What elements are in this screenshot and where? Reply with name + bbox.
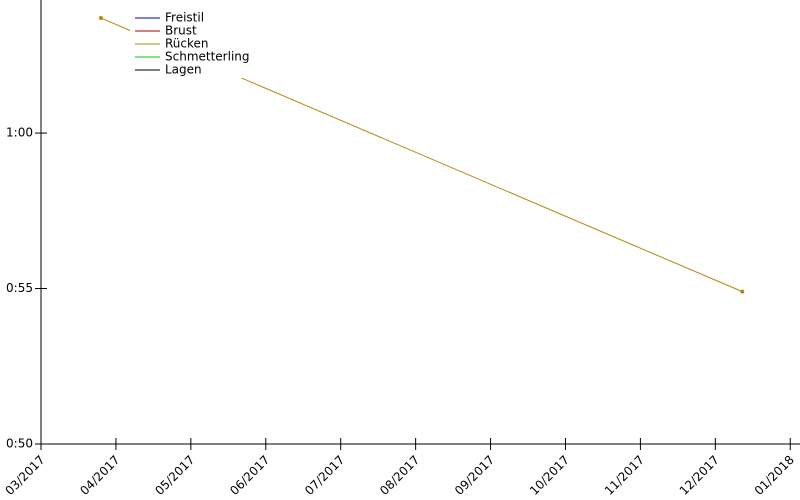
legend-label: Freistil — [165, 11, 204, 25]
legend-label: Lagen — [165, 63, 202, 77]
x-tick-label: 06/2017 — [227, 453, 272, 498]
x-tick-label: 05/2017 — [152, 453, 197, 498]
point — [740, 289, 745, 294]
x-tick-label: 07/2017 — [302, 453, 347, 498]
legend-label: Schmetterling — [165, 50, 250, 64]
point — [98, 16, 103, 21]
x-tick-label: 11/2017 — [602, 453, 647, 498]
x-tick-label: 08/2017 — [377, 453, 422, 498]
x-tick-label: 03/2017 — [2, 453, 47, 498]
x-tick-label: 01/2018 — [752, 453, 797, 498]
x-tick-label: 10/2017 — [527, 453, 572, 498]
y-tick-label: 0:50 — [6, 437, 33, 451]
y-tick-label: 1:00 — [6, 126, 33, 140]
legend-label: Rücken — [165, 37, 209, 51]
x-tick-label: 12/2017 — [677, 453, 722, 498]
legend-label: Brust — [165, 24, 197, 38]
x-tick-label: 04/2017 — [77, 453, 122, 498]
x-tick-label: 09/2017 — [452, 453, 497, 498]
y-tick-label: 0:55 — [6, 281, 33, 295]
